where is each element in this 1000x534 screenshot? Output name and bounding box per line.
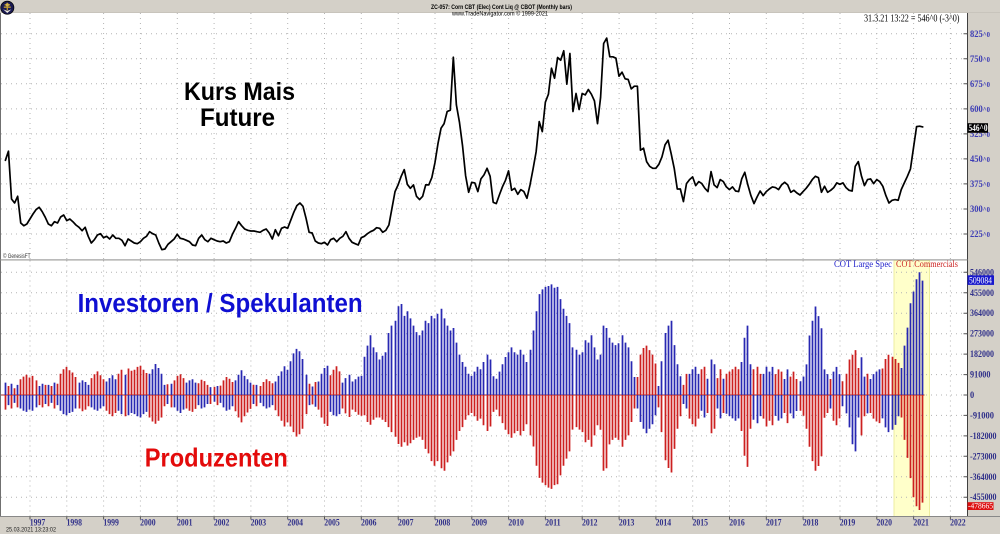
svg-text:2022: 2022 xyxy=(950,519,966,529)
svg-text:2005: 2005 xyxy=(324,519,340,529)
svg-text:1999: 1999 xyxy=(103,519,119,529)
svg-text:www.TradeNavigator.com © 1999-: www.TradeNavigator.com © 1999-2021 xyxy=(451,10,548,17)
svg-text:2019: 2019 xyxy=(840,519,856,529)
svg-text:455000: 455000 xyxy=(970,288,994,298)
svg-text:-455000: -455000 xyxy=(970,492,997,502)
svg-text:Kurs Mais: Kurs Mais xyxy=(184,78,295,106)
svg-text:-273000: -273000 xyxy=(970,451,997,461)
svg-text:364000: 364000 xyxy=(970,308,994,318)
svg-text:Investoren / Spekulanten: Investoren / Spekulanten xyxy=(78,290,363,318)
svg-text:2009: 2009 xyxy=(472,519,488,529)
svg-text:-364000: -364000 xyxy=(970,472,997,482)
svg-text:2011: 2011 xyxy=(545,519,561,529)
svg-text:2021: 2021 xyxy=(913,519,929,529)
svg-text:2017: 2017 xyxy=(766,519,782,529)
svg-text:COT Large Spec: COT Large Spec xyxy=(834,260,892,270)
svg-text:2003: 2003 xyxy=(251,519,267,529)
svg-text:Future: Future xyxy=(200,104,275,132)
svg-text:2015: 2015 xyxy=(692,519,708,529)
svg-text:91000: 91000 xyxy=(970,370,991,380)
svg-text:© GenesisFT: © GenesisFT xyxy=(3,253,31,260)
svg-text:31.3.21 13:22 = 546^0 (-3^0): 31.3.21 13:22 = 546^0 (-3^0) xyxy=(864,14,960,25)
svg-text:2020: 2020 xyxy=(877,519,893,529)
svg-text:182000: 182000 xyxy=(970,349,994,359)
svg-text:525^0: 525^0 xyxy=(970,130,990,140)
svg-text:2012: 2012 xyxy=(582,519,598,529)
svg-text:750^0: 750^0 xyxy=(970,55,990,65)
svg-text:COT Commercials: COT Commercials xyxy=(896,260,958,270)
svg-text:375^0: 375^0 xyxy=(970,180,990,190)
svg-text:825^0: 825^0 xyxy=(970,30,990,40)
svg-text:2004: 2004 xyxy=(287,519,303,529)
svg-text:225^0: 225^0 xyxy=(970,230,990,240)
svg-text:25.03.2021 13:23:02: 25.03.2021 13:23:02 xyxy=(6,527,56,534)
svg-text:ZC-057: Corn CBT (Elec) Cont: ZC-057: Corn CBT (Elec) Cont Liq @ CBOT … xyxy=(431,4,572,11)
svg-text:2010: 2010 xyxy=(508,519,524,529)
svg-text:2013: 2013 xyxy=(619,519,635,529)
svg-text:2018: 2018 xyxy=(803,519,819,529)
svg-text:2002: 2002 xyxy=(214,519,230,529)
svg-text:2007: 2007 xyxy=(398,519,414,529)
svg-text:-182000: -182000 xyxy=(970,431,997,441)
svg-text:300^0: 300^0 xyxy=(970,205,990,215)
svg-text:546^0: 546^0 xyxy=(969,123,988,133)
svg-text:-478665: -478665 xyxy=(968,501,993,511)
svg-text:600^0: 600^0 xyxy=(970,105,990,115)
svg-text:2001: 2001 xyxy=(177,519,193,529)
svg-text:2006: 2006 xyxy=(361,519,377,529)
svg-text:2000: 2000 xyxy=(140,519,156,529)
svg-text:-91000: -91000 xyxy=(970,410,994,420)
svg-text:2008: 2008 xyxy=(435,519,451,529)
svg-text:450^0: 450^0 xyxy=(970,155,990,165)
svg-text:0: 0 xyxy=(970,390,975,400)
svg-text:546000: 546000 xyxy=(970,267,994,277)
svg-text:2016: 2016 xyxy=(729,519,745,529)
svg-text:509084: 509084 xyxy=(969,275,992,285)
svg-text:Produzenten: Produzenten xyxy=(145,443,288,473)
svg-text:2014: 2014 xyxy=(656,519,672,529)
svg-text:1997: 1997 xyxy=(30,519,46,529)
svg-text:273000: 273000 xyxy=(970,329,994,339)
svg-text:1998: 1998 xyxy=(67,519,83,529)
svg-text:675^0: 675^0 xyxy=(970,80,990,90)
